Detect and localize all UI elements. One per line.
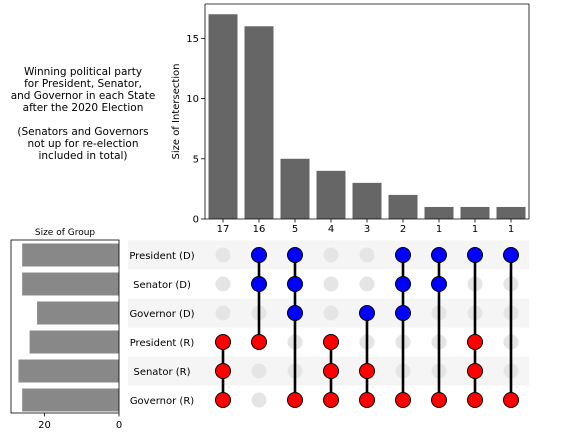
membership-dot [395,305,411,321]
inactive-dot [251,392,267,408]
matrix-row-label: Governor (R) [130,396,194,407]
intersection-bar [352,182,382,219]
inactive-dot [215,247,231,263]
intersection-bar [208,14,238,219]
intersection-bar [244,26,274,219]
membership-dot [215,334,231,350]
figure-caption: Winning political party for President, S… [10,66,156,162]
bar-value-label: 1 [472,224,478,235]
inactive-dot [359,247,375,263]
inactive-dot [215,276,231,292]
inactive-dot [323,247,339,263]
group-size-bar [37,301,119,325]
membership-dot [431,247,447,263]
membership-dot [467,392,483,408]
y-tick-label: 15 [186,34,199,45]
intersection-bar [316,170,346,219]
membership-dot [251,247,267,263]
membership-dot [431,392,447,408]
inactive-dot [215,305,231,321]
membership-dot [251,334,267,350]
y-axis-title: Size of Intersection [171,63,182,159]
bar-value-label: 16 [253,224,266,235]
intersection-bar [424,206,454,219]
bar-value-label: 5 [292,224,298,235]
bar-value-label: 2 [400,224,406,235]
group-size-bar [22,388,120,412]
membership-dot [359,392,375,408]
intersection-bar-chart: 0 5 10 15 17 16 5 4 3 2 1 1 1 Size of Intersection [171,3,530,235]
matrix-row-label: Senator (D) [133,280,191,291]
group-size-bar [22,243,120,267]
inactive-dot [323,305,339,321]
bar-value-label: 1 [508,224,514,235]
membership-dot [287,305,303,321]
group-size-chart: 20 0 Size of Group [10,228,122,431]
membership-dot [395,276,411,292]
inactive-dot [251,363,267,379]
membership-dot [359,305,375,321]
bar-value-label: 4 [328,224,334,235]
matrix-row-label: Governor (D) [129,309,194,320]
membership-dot [503,392,519,408]
membership-dot [503,247,519,263]
y-tick-label: 0 [193,215,199,226]
membership-dot [251,276,267,292]
membership-dot [467,363,483,379]
matrix-row-label: Senator (R) [133,367,190,378]
matrix-row-label: President (R) [130,338,195,349]
membership-matrix: President (D) Senator (D) Governor (D) Pres… [128,240,529,408]
bar-value-label: 3 [364,224,370,235]
bar-value-label: 17 [217,224,230,235]
group-size-bar [22,272,120,296]
group-size-bar [29,330,119,354]
x-tick-label: 0 [116,420,122,431]
membership-dot [323,334,339,350]
membership-dot [467,334,483,350]
membership-dot [215,392,231,408]
membership-dot [467,247,483,263]
x-tick-label: 20 [38,420,51,431]
intersection-bar [388,194,418,219]
intersection-bar [496,206,526,219]
intersection-bar [280,158,310,219]
membership-dot [395,247,411,263]
group-size-bar [18,359,120,383]
membership-dot [323,392,339,408]
intersection-bar [460,206,490,219]
membership-dot [395,392,411,408]
membership-dot [431,276,447,292]
membership-dot [287,247,303,263]
membership-dot [323,363,339,379]
membership-dot [359,363,375,379]
bar-value-label: 1 [436,224,442,235]
membership-dot [287,276,303,292]
inactive-dot [359,276,375,292]
matrix-row-label: President (D) [129,251,194,262]
y-tick-label: 5 [193,154,199,165]
membership-dot [287,392,303,408]
membership-dot [215,363,231,379]
group-chart-frame [10,239,120,414]
inactive-dot [323,276,339,292]
y-tick-label: 10 [186,94,199,105]
group-chart-title: Size of Group [35,228,96,238]
